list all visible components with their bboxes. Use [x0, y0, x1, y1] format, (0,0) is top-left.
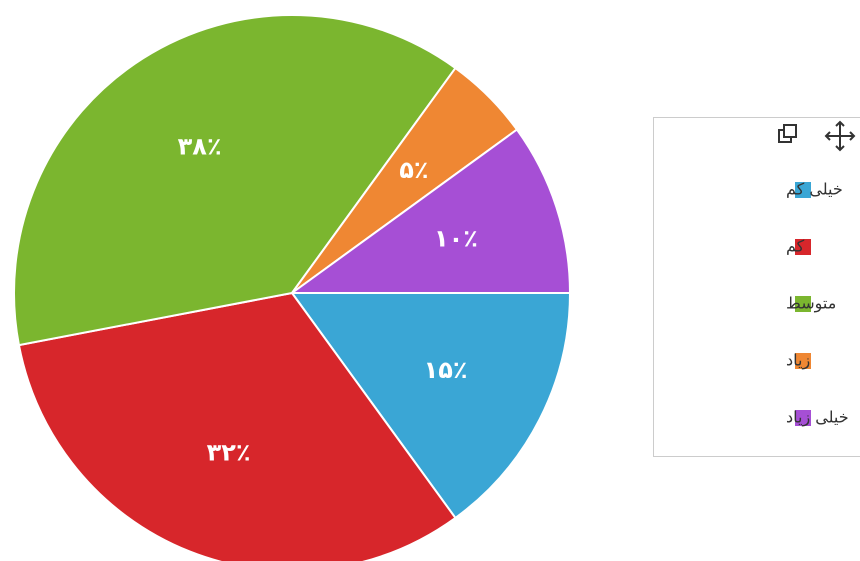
legend-swatch [795, 182, 811, 198]
move-icon[interactable] [824, 120, 856, 152]
data-label: ۳۲٪ [207, 438, 251, 466]
data-label: ۳۸٪ [178, 132, 222, 160]
legend-label: زیاد [786, 351, 810, 371]
data-label: ۱۵٪ [424, 356, 468, 384]
pie-slice [13, 14, 457, 347]
legend: خیلی کم کم متوسط زیاد خیلی زیاد [786, 180, 849, 428]
legend-box [653, 117, 860, 457]
legend-label: خیلی کم [786, 180, 843, 199]
legend-swatch [795, 239, 811, 255]
pie-slice [288, 128, 572, 294]
copy-icon-back [783, 124, 797, 138]
legend-icons [778, 120, 856, 152]
legend-swatch [795, 296, 811, 312]
data-label: ۵٪ [399, 156, 428, 184]
legend-swatch [795, 353, 811, 369]
legend-label: متوسط [786, 294, 836, 314]
legend-label: کم [786, 237, 805, 256]
pie: ۱۵٪ ۳۲٪ ۳۸٪ ۵٪ ۱۰٪ [13, 14, 572, 561]
legend-label: خیلی زیاد [786, 408, 849, 428]
pie-slice [290, 292, 572, 520]
legend-swatch [795, 410, 811, 426]
pie-slice [17, 291, 457, 561]
data-label: ۱۰٪ [434, 225, 478, 253]
